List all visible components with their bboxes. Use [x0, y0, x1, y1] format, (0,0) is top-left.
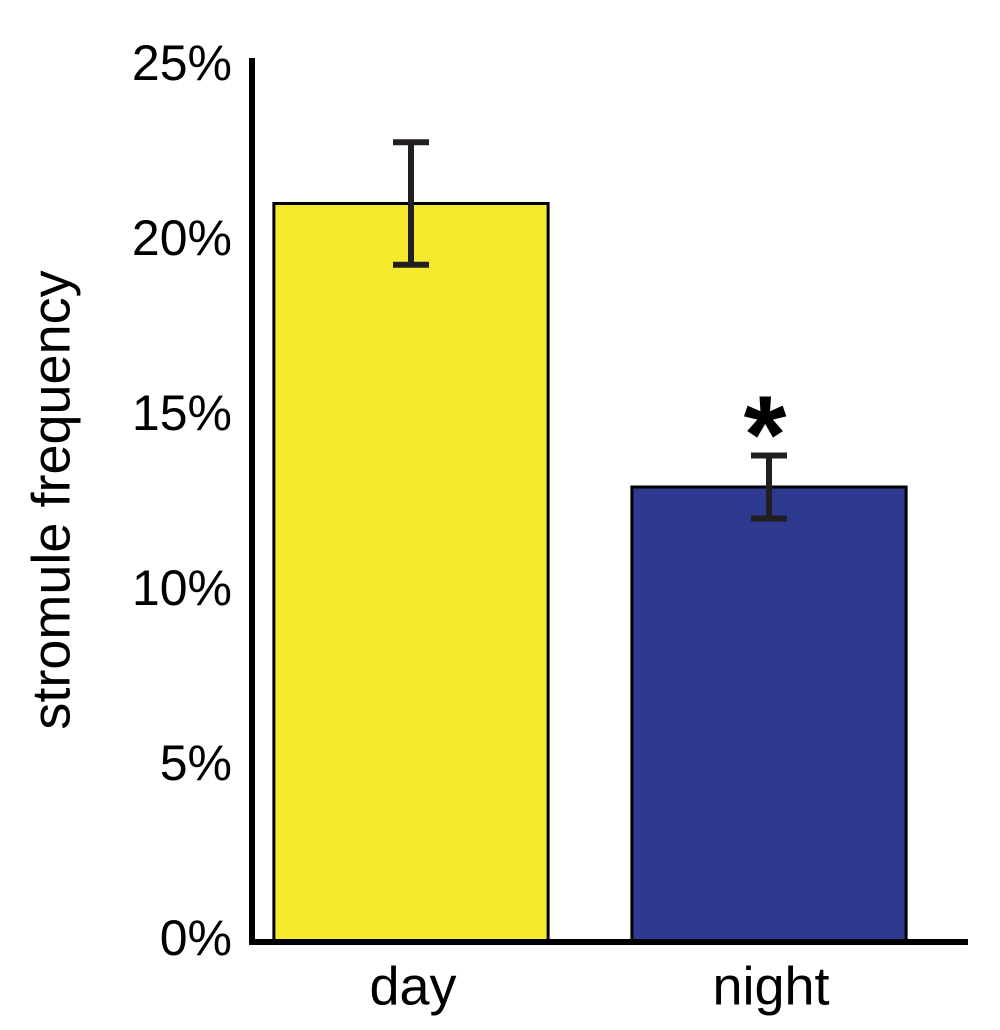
y-tick-label: 15%	[132, 385, 232, 441]
y-tick-label: 10%	[132, 560, 232, 616]
y-axis-label: stromule frequency	[21, 270, 81, 729]
error-bar	[751, 452, 787, 522]
error-bar	[393, 139, 429, 268]
y-tick-label: 25%	[132, 35, 232, 91]
y-tick-label: 20%	[132, 210, 232, 266]
x-tick-label: day	[369, 956, 456, 1016]
bar	[630, 485, 908, 944]
bar	[272, 202, 550, 944]
y-tick-label: 0%	[160, 910, 232, 966]
annotation: *	[744, 374, 787, 497]
y-tick-label: 5%	[160, 735, 232, 791]
x-tick-label: night	[712, 956, 829, 1016]
